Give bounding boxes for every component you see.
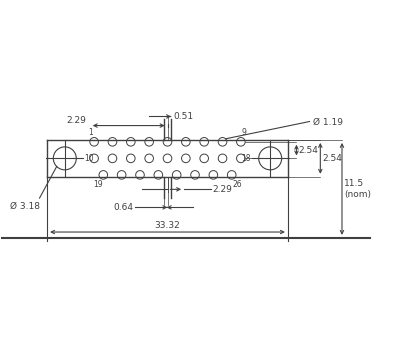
Text: 9: 9 <box>242 128 246 137</box>
Text: Ø 1.19: Ø 1.19 <box>313 118 343 127</box>
Text: 26: 26 <box>232 180 242 188</box>
Text: 11.5
(nom): 11.5 (nom) <box>344 179 371 199</box>
Text: 18: 18 <box>242 154 251 163</box>
Text: Ø 3.18: Ø 3.18 <box>10 202 40 211</box>
Text: 10: 10 <box>84 154 94 163</box>
Text: 1: 1 <box>89 128 94 137</box>
Text: 2.54: 2.54 <box>322 154 342 163</box>
Text: 0.64: 0.64 <box>114 203 134 212</box>
Text: 2.29: 2.29 <box>212 185 232 194</box>
Text: 33.32: 33.32 <box>155 221 180 230</box>
Text: 0.51: 0.51 <box>173 112 194 121</box>
Text: 2.54: 2.54 <box>299 146 318 155</box>
Text: 19: 19 <box>93 180 102 188</box>
Text: 2.29: 2.29 <box>66 116 86 125</box>
